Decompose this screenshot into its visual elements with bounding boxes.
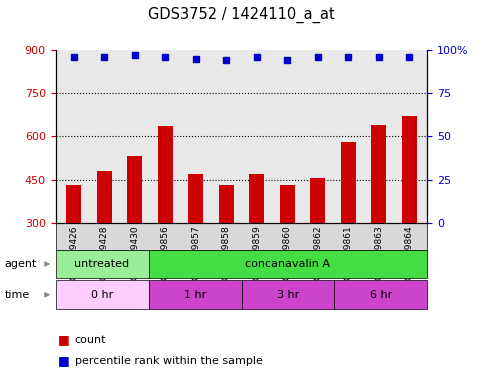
- Bar: [97, 171, 112, 223]
- Bar: [188, 174, 203, 223]
- Bar: [341, 142, 356, 223]
- Text: ■: ■: [58, 354, 70, 367]
- Bar: [401, 116, 417, 223]
- Bar: [157, 126, 173, 223]
- Bar: [219, 185, 234, 223]
- Bar: [310, 178, 326, 223]
- Text: percentile rank within the sample: percentile rank within the sample: [75, 356, 263, 366]
- Bar: [66, 185, 82, 223]
- Text: 6 hr: 6 hr: [370, 290, 392, 300]
- Text: GDS3752 / 1424110_a_at: GDS3752 / 1424110_a_at: [148, 7, 335, 23]
- Text: untreated: untreated: [74, 259, 129, 269]
- Text: agent: agent: [5, 259, 37, 269]
- Bar: [280, 185, 295, 223]
- Text: ■: ■: [58, 333, 70, 346]
- Text: 0 hr: 0 hr: [91, 290, 113, 300]
- Text: 3 hr: 3 hr: [277, 290, 299, 300]
- Text: concanavalin A: concanavalin A: [245, 259, 330, 269]
- Text: count: count: [75, 335, 106, 345]
- Text: time: time: [5, 290, 30, 300]
- Text: 1 hr: 1 hr: [184, 290, 206, 300]
- Bar: [249, 174, 264, 223]
- Bar: [127, 157, 142, 223]
- Bar: [371, 125, 386, 223]
